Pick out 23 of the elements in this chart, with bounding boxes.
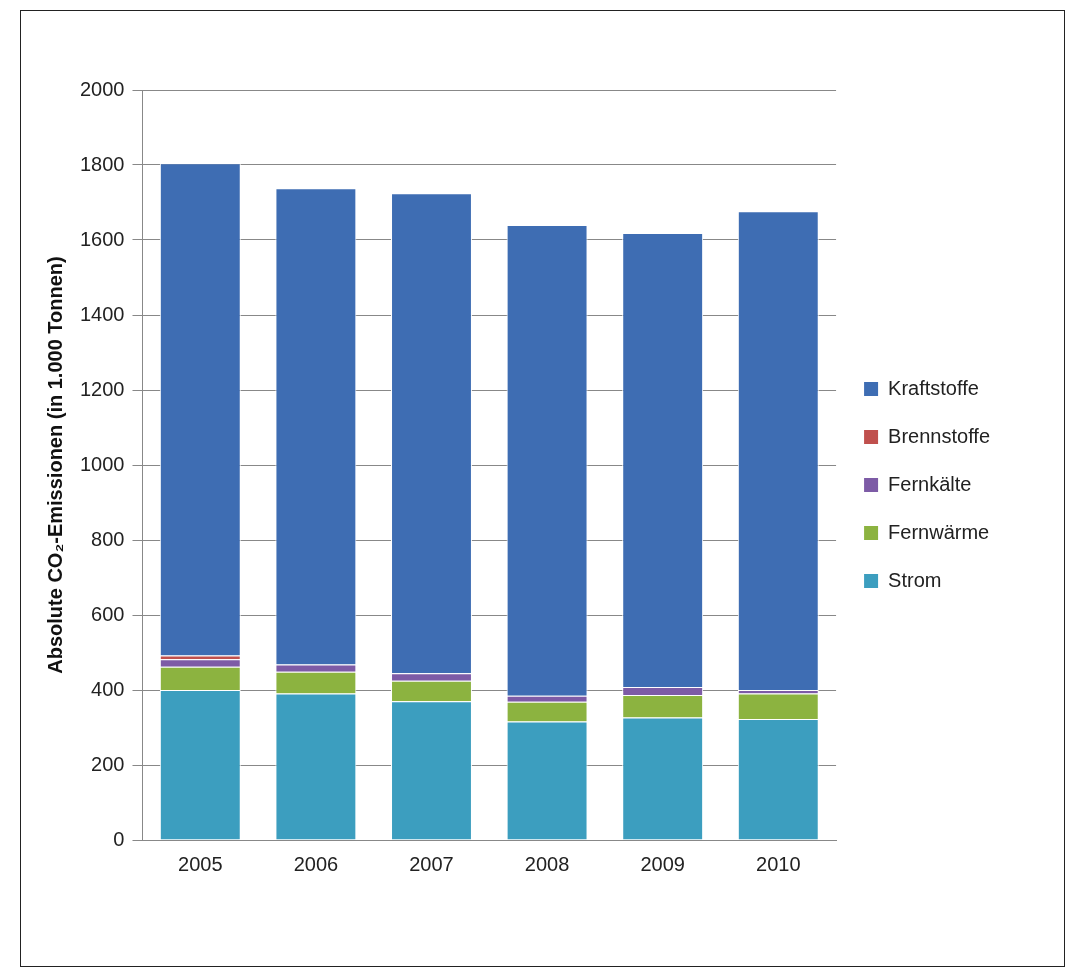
legend-label: Fernkälte (888, 472, 972, 495)
x-tick-label: 2010 (756, 852, 801, 875)
legend-label: Kraftstoffe (888, 376, 979, 399)
y-tick-label: 1400 (79, 302, 125, 325)
y-tick-label: 1000 (79, 452, 125, 475)
y-tick-label: 1800 (79, 152, 125, 175)
y-tick-label: 0 (113, 827, 125, 850)
x-tick-label: 2006 (293, 852, 339, 875)
x-tick-label: 2007 (409, 852, 454, 875)
y-tick-label: 400 (91, 677, 125, 700)
y-tick-label: 1600 (79, 227, 125, 250)
legend-label: Strom (888, 568, 942, 591)
y-tick-label: 200 (91, 752, 125, 775)
y-tick-label: 600 (91, 602, 125, 625)
legend-label: Brennstoffe (888, 424, 991, 447)
y-axis-title: Absolute CO₂-Emissionen (in 1.000 Tonnen) (43, 256, 66, 674)
legend-label: Fernwärme (888, 520, 990, 543)
x-tick-label: 2009 (640, 852, 685, 875)
y-tick-label: 1200 (79, 377, 125, 400)
y-tick-label: 800 (91, 527, 125, 550)
y-tick-label: 2000 (79, 77, 125, 100)
x-tick-label: 2008 (524, 852, 570, 875)
x-tick-label: 2005 (178, 852, 223, 875)
